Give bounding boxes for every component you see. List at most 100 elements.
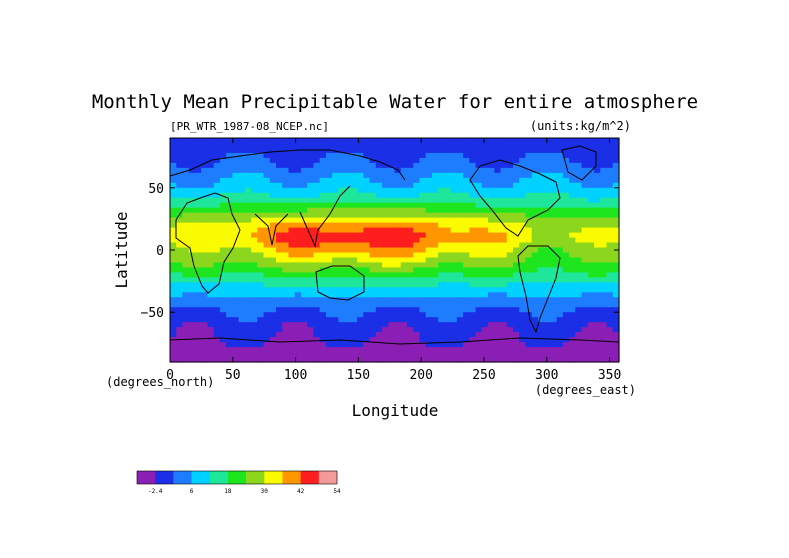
heat-cell <box>469 152 477 159</box>
heat-cell <box>400 272 408 278</box>
heat-cell <box>581 262 589 269</box>
heat-cell <box>244 227 252 234</box>
heat-cell <box>575 342 583 348</box>
heat-cell <box>176 352 184 358</box>
heat-cell <box>201 322 209 328</box>
heat-cell <box>257 347 265 353</box>
heat-cell <box>475 347 483 353</box>
heat-cell <box>556 247 564 254</box>
heat-cell <box>525 342 533 348</box>
heat-cell <box>400 232 408 239</box>
heat-cell <box>382 167 389 174</box>
heat-cell <box>600 242 608 249</box>
heat-cell <box>313 337 321 343</box>
heat-cell <box>282 177 290 184</box>
heat-cell <box>587 327 595 333</box>
heat-cell <box>319 157 327 164</box>
heat-cell <box>425 262 433 269</box>
heat-cell <box>388 247 396 254</box>
heat-cell <box>500 187 508 194</box>
heat-cell <box>512 322 520 328</box>
heat-cell <box>201 192 209 199</box>
heat-cell <box>319 267 327 273</box>
heat-cell <box>319 257 327 264</box>
heat-cell <box>294 182 302 189</box>
heat-cell <box>531 142 539 149</box>
heat-cell <box>531 177 539 184</box>
heat-cell <box>569 172 576 179</box>
heat-cell <box>600 337 608 343</box>
heat-cell <box>444 237 452 244</box>
heat-cell <box>294 277 302 283</box>
heat-cell <box>357 172 364 179</box>
heat-cell <box>519 317 527 323</box>
heat-cell <box>606 162 614 169</box>
heat-cell <box>450 257 458 264</box>
heat-cell <box>363 347 371 353</box>
heat-cell <box>288 142 296 149</box>
heat-cell <box>188 232 196 239</box>
heat-cell <box>344 157 352 164</box>
heat-cell <box>475 312 483 318</box>
heat-cell <box>300 332 308 338</box>
heat-cell <box>170 322 177 328</box>
heat-cell <box>600 152 608 159</box>
heat-cell <box>594 202 601 209</box>
heat-cell <box>550 272 558 278</box>
heat-cell <box>431 172 439 179</box>
heat-cell <box>369 267 377 273</box>
heat-cell <box>612 272 620 278</box>
heat-cell <box>170 202 177 209</box>
heat-cell <box>431 247 439 254</box>
heat-cell <box>450 192 458 199</box>
heat-cell <box>188 197 196 204</box>
heat-cell <box>581 247 589 254</box>
heat-cell <box>512 217 520 224</box>
heat-cell <box>512 257 520 264</box>
heat-cell <box>475 197 483 204</box>
heat-cell <box>369 282 377 288</box>
heat-cell <box>238 212 246 219</box>
heat-cell <box>550 347 558 353</box>
heat-cell <box>531 192 539 199</box>
heat-cell <box>176 342 184 348</box>
heat-cell <box>251 202 258 209</box>
heat-cell <box>444 227 452 234</box>
heat-cell <box>357 297 364 303</box>
heat-cell <box>238 207 246 214</box>
heat-cell <box>294 292 302 298</box>
heat-cell <box>456 322 464 328</box>
heat-cell <box>438 332 445 338</box>
heat-cell <box>550 142 558 149</box>
heat-cell <box>263 197 271 204</box>
heat-cell <box>550 292 558 298</box>
heat-cell <box>587 277 595 283</box>
heat-cell <box>431 242 439 249</box>
heat-cell <box>531 152 539 159</box>
heat-cell <box>188 252 196 259</box>
heat-cell <box>612 292 620 298</box>
heat-cell <box>406 292 414 298</box>
heat-cell <box>294 302 302 308</box>
heat-cell <box>419 272 427 278</box>
heat-cell <box>475 307 483 313</box>
heat-cell <box>188 242 196 249</box>
heat-cell <box>581 327 589 333</box>
heat-cell <box>587 177 595 184</box>
heat-cell <box>375 297 383 303</box>
heat-cell <box>269 172 277 179</box>
heat-cell <box>550 232 558 239</box>
heat-cell <box>201 262 209 269</box>
heat-cell <box>475 227 483 234</box>
heat-cell <box>413 332 421 338</box>
heat-cell <box>207 317 215 323</box>
colorbar-swatch <box>209 471 229 484</box>
heat-cell <box>232 292 240 298</box>
heat-cell <box>282 252 290 259</box>
heat-cell <box>406 277 414 283</box>
heat-cell <box>519 322 527 328</box>
heat-cell <box>282 167 290 174</box>
heat-cell <box>475 357 483 363</box>
heat-cell <box>450 157 458 164</box>
heat-cell <box>207 277 215 283</box>
